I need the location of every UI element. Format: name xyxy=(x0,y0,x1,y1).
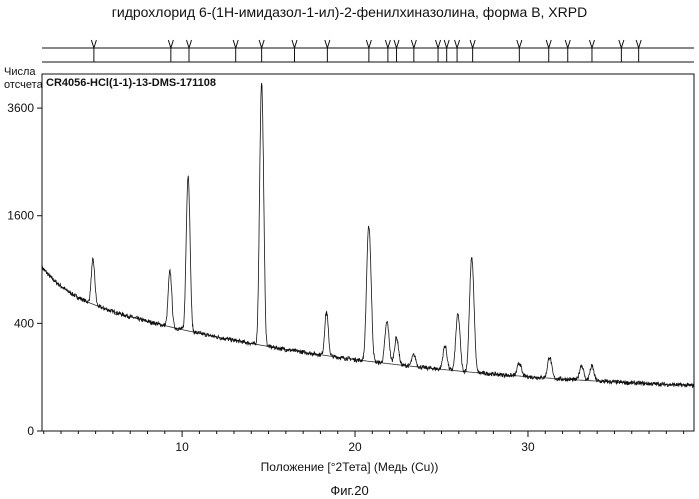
diffraction-pattern-line xyxy=(42,83,694,387)
reference-peak-marker xyxy=(325,40,330,48)
x-ticks: 10 20 30 xyxy=(175,431,535,454)
reference-peak-marker xyxy=(233,40,238,48)
reference-peak-marker xyxy=(444,40,449,48)
reference-peak-marker xyxy=(187,40,192,48)
x-tick-label: 30 xyxy=(521,440,535,454)
reference-peak-marker xyxy=(436,40,441,48)
reference-peak-marker xyxy=(385,40,390,48)
reference-peak-marker xyxy=(517,40,522,48)
reference-peak-marker xyxy=(394,40,399,48)
sample-label: CR4056-HCl(1-1)-13-DMS-171108 xyxy=(46,77,216,89)
reference-peak-marker xyxy=(168,40,173,48)
reference-marker-strip xyxy=(42,40,694,62)
reference-peak-marker xyxy=(455,40,460,48)
y-tick-label: 3600 xyxy=(7,101,34,115)
reference-peak-marker xyxy=(91,40,96,48)
y-tick-label: 0 xyxy=(27,424,34,438)
reference-peak-marker xyxy=(259,40,264,48)
reference-peak-marker xyxy=(292,40,297,48)
background-fit-line xyxy=(42,267,692,386)
y-ticks: 0 400 1600 3600 xyxy=(7,101,42,438)
reference-peak-marker xyxy=(366,40,371,48)
reference-peak-marker xyxy=(565,40,570,48)
reference-peak-marker xyxy=(546,40,551,48)
reference-peak-marker xyxy=(619,40,624,48)
y-tick-label: 1600 xyxy=(7,209,34,223)
reference-peak-marker xyxy=(636,40,641,48)
y-tick-label: 400 xyxy=(14,316,34,330)
x-tick-label: 20 xyxy=(348,440,362,454)
reference-peak-marker xyxy=(411,40,416,48)
reference-peak-marker xyxy=(470,40,475,48)
plot-area xyxy=(41,83,694,394)
x-tick-label: 10 xyxy=(175,440,189,454)
reference-peak-marker xyxy=(589,40,594,48)
